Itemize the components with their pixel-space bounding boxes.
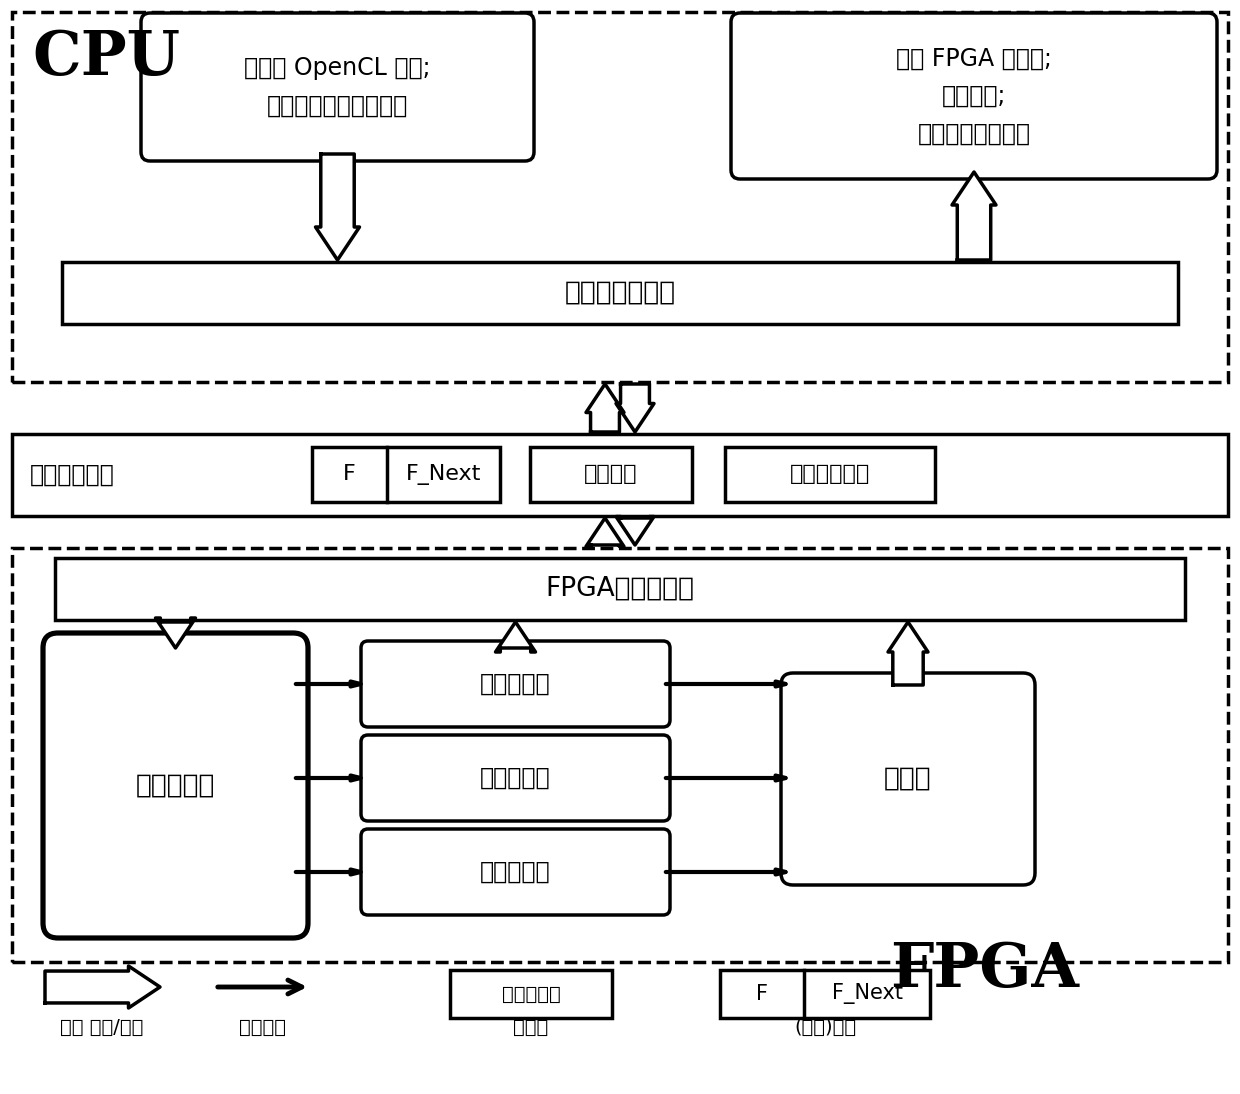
Bar (55, 558, 1185, 620)
Text: CPU: CPU (32, 28, 180, 88)
Polygon shape (587, 384, 624, 432)
Text: 调度 FPGA 核函数;
读取结果;
判断迭代停止条件: 调度 FPGA 核函数; 读取结果; 判断迭代停止条件 (897, 47, 1052, 146)
Text: 数据通道: 数据通道 (238, 1019, 285, 1037)
Bar (312, 447, 500, 502)
Polygon shape (616, 516, 653, 545)
Text: F: F (343, 465, 356, 485)
Polygon shape (616, 384, 653, 432)
Bar (450, 970, 613, 1019)
FancyBboxPatch shape (361, 735, 670, 820)
Bar (720, 970, 930, 1019)
Text: 板载全局内存: 板载全局内存 (30, 463, 115, 487)
FancyBboxPatch shape (732, 13, 1216, 179)
Text: 边界信息: 边界信息 (584, 465, 637, 485)
Text: (乒乓)缓存: (乒乓)缓存 (794, 1019, 856, 1037)
Bar (62, 261, 1178, 324)
Bar (12, 434, 1228, 516)
Polygon shape (952, 172, 996, 260)
Text: 数据读取核: 数据读取核 (502, 985, 560, 1003)
Polygon shape (888, 622, 928, 685)
Text: FPGA内存控制器: FPGA内存控制器 (546, 577, 694, 602)
Polygon shape (496, 622, 536, 652)
Text: 初始化 OpenCL 环境;
初始化、转移网格数据: 初始化 OpenCL 环境; 初始化、转移网格数据 (244, 57, 430, 118)
Polygon shape (155, 618, 196, 648)
Bar (529, 447, 692, 502)
Text: 内存 输入/输出: 内存 输入/输出 (61, 1019, 144, 1037)
Text: 速度写出核: 速度写出核 (480, 672, 551, 696)
Text: 核函数: 核函数 (513, 1019, 548, 1037)
Text: FPGA: FPGA (890, 940, 1079, 1000)
Text: 速度等宏观量: 速度等宏观量 (790, 465, 870, 485)
Text: F_Next: F_Next (405, 464, 481, 485)
Bar (725, 447, 935, 502)
Bar (12, 12, 1228, 382)
Bar (12, 548, 1228, 962)
Text: F_Next: F_Next (832, 984, 903, 1004)
Text: 数据读取核: 数据读取核 (136, 772, 216, 799)
Polygon shape (315, 154, 360, 260)
Text: 内部碰撞核: 内部碰撞核 (480, 766, 551, 790)
Text: F: F (756, 984, 768, 1004)
FancyBboxPatch shape (781, 673, 1035, 885)
FancyBboxPatch shape (141, 13, 534, 161)
FancyBboxPatch shape (361, 641, 670, 728)
Text: 主机内存控制器: 主机内存控制器 (564, 280, 676, 306)
Text: 传播核: 传播核 (884, 766, 931, 792)
Polygon shape (45, 966, 160, 1008)
Polygon shape (587, 517, 624, 547)
Text: 边界碰撞核: 边界碰撞核 (480, 860, 551, 884)
FancyBboxPatch shape (43, 633, 308, 938)
FancyBboxPatch shape (361, 829, 670, 915)
